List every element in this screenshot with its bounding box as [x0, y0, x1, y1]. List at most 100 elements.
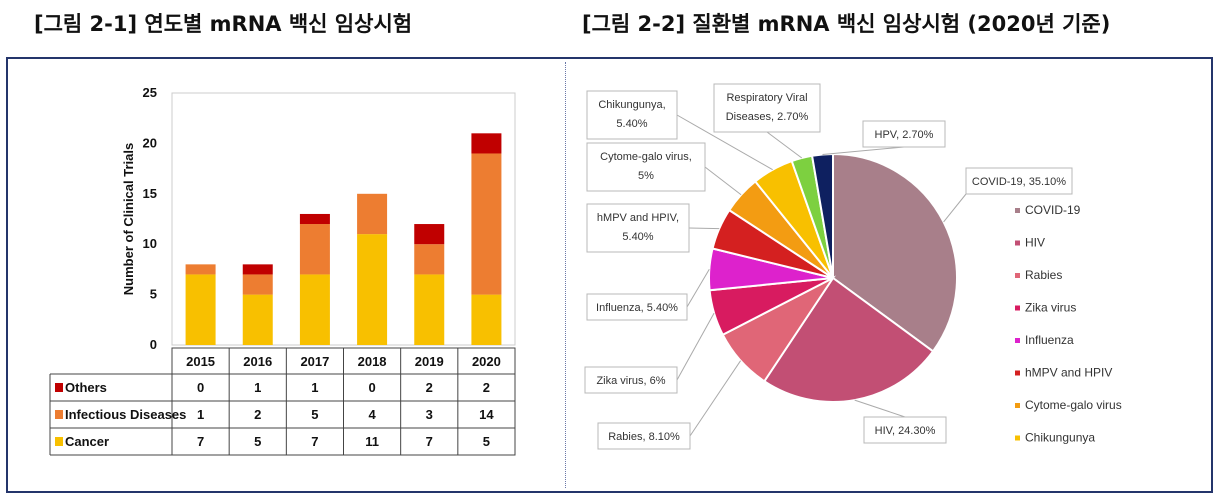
- slice-label-box: [586, 293, 688, 321]
- bar-segment: [414, 244, 445, 275]
- y-axis-label: Number of Clinical Trials: [121, 143, 136, 295]
- bar-segment: [414, 224, 445, 245]
- y-tick-label: 20: [143, 135, 157, 150]
- figure-title-left: [그림 2-1] 연도별 mRNA 백신 임상시험: [34, 12, 413, 36]
- leader-line: [686, 268, 710, 308]
- x-tick-label: 2015: [186, 354, 215, 369]
- bar-segment: [185, 274, 216, 345]
- leader-line: [689, 360, 741, 437]
- y-tick-label: 0: [150, 337, 157, 352]
- data-label: 3: [426, 407, 433, 422]
- data-label: 0: [368, 380, 375, 395]
- bar-segment: [299, 213, 330, 225]
- data-label: 14: [479, 407, 494, 422]
- slice-label: Influenza, 5.40%: [596, 302, 678, 314]
- figure-title-right: [그림 2-2] 질환별 mRNA 백신 임상시험 (2020년 기준): [582, 12, 1111, 36]
- x-tick-label: 2018: [358, 354, 387, 369]
- slice-label-box: [586, 203, 690, 253]
- data-label: 7: [197, 434, 204, 449]
- legend-label: Zika virus: [1025, 301, 1076, 315]
- data-label: 0: [197, 380, 204, 395]
- pie-slice: [762, 276, 935, 403]
- x-tick-label: 2020: [472, 354, 501, 369]
- plot-area-border: [171, 92, 516, 346]
- slice-label: 5%: [638, 170, 654, 182]
- legend-swatch: [1015, 240, 1020, 246]
- legend-swatch: [1015, 403, 1020, 408]
- slice-label: 5.40%: [622, 231, 653, 243]
- data-label: 1: [311, 380, 318, 395]
- slice-label: Rabies, 8.10%: [608, 431, 680, 443]
- bar-segment: [299, 274, 330, 345]
- slice-label: Cytome-galo virus,: [600, 151, 692, 163]
- leader-line: [766, 131, 803, 159]
- slice-label: Zika virus, 6%: [596, 375, 665, 387]
- slice-label: HPV, 2.70%: [875, 129, 934, 141]
- legend-label: Chikungunya: [1025, 431, 1095, 445]
- y-tick-label: 10: [143, 236, 157, 251]
- legend-swatch: [1015, 338, 1020, 343]
- legend-label: Influenza: [1025, 333, 1074, 347]
- leader-line: [854, 399, 906, 418]
- legend-label: Cytome-galo virus: [1025, 398, 1122, 412]
- bar-segment: [242, 274, 273, 295]
- slice-label: 5.40%: [616, 118, 647, 130]
- slice-label-box: [584, 366, 678, 394]
- bar-segment: [185, 264, 216, 275]
- y-tick-label: 5: [150, 287, 157, 302]
- data-label: 2: [254, 407, 261, 422]
- slice-label: Respiratory Viral: [726, 92, 807, 104]
- legend-label: Cancer: [65, 434, 109, 449]
- bar-segment: [299, 224, 330, 275]
- slice-label-box: [713, 83, 821, 133]
- slice-label-box: [586, 90, 678, 140]
- leader-line: [704, 166, 742, 196]
- data-label: 1: [197, 407, 204, 422]
- data-label: 7: [426, 434, 433, 449]
- legend-label: Rabies: [1025, 268, 1062, 282]
- legend-swatch: [1015, 305, 1020, 311]
- legend-label: hMPV and HPIV: [1025, 366, 1112, 380]
- data-label: 5: [311, 407, 318, 422]
- bar-segment: [471, 133, 502, 154]
- legend-label: Others: [65, 380, 107, 395]
- legend-swatch: [55, 410, 63, 419]
- panel-divider: [565, 62, 566, 488]
- slice-label-box: [597, 422, 691, 450]
- y-tick-label: 25: [143, 85, 157, 100]
- slice-label-box: [862, 120, 946, 148]
- data-label: 2: [426, 380, 433, 395]
- x-tick-label: 2017: [300, 354, 329, 369]
- data-label: 5: [254, 434, 261, 449]
- data-label: 7: [311, 434, 318, 449]
- leader-line: [688, 227, 720, 230]
- y-tick-label: 15: [143, 186, 157, 201]
- bar-segment: [357, 193, 388, 235]
- pie-slice: [810, 152, 834, 279]
- bar-segment: [242, 264, 273, 275]
- data-label: 4: [368, 407, 376, 422]
- leader-line: [676, 114, 773, 171]
- legend-swatch: [55, 383, 63, 392]
- data-label: 11: [365, 434, 379, 449]
- leader-line: [822, 146, 905, 155]
- data-label: 2: [483, 380, 490, 395]
- slice-label: Chikungunya,: [598, 99, 665, 111]
- legend-label: Infectious Diseases: [65, 407, 186, 422]
- legend-label: HIV: [1025, 236, 1045, 250]
- slice-label: hMPV and HPIV,: [597, 212, 679, 224]
- legend-swatch: [1015, 435, 1020, 441]
- x-tick-label: 2016: [243, 354, 272, 369]
- leader-line: [676, 312, 715, 381]
- legend-swatch: [1015, 208, 1020, 213]
- bar-segment: [242, 294, 273, 345]
- bar-segment: [414, 274, 445, 345]
- bar-segment: [471, 153, 502, 295]
- legend-swatch: [55, 437, 63, 446]
- slice-label-box: [965, 167, 1073, 195]
- x-tick-label: 2019: [415, 354, 444, 369]
- slice-label: HIV, 24.30%: [875, 425, 936, 437]
- bar-segment: [471, 294, 502, 345]
- leader-line: [943, 193, 967, 223]
